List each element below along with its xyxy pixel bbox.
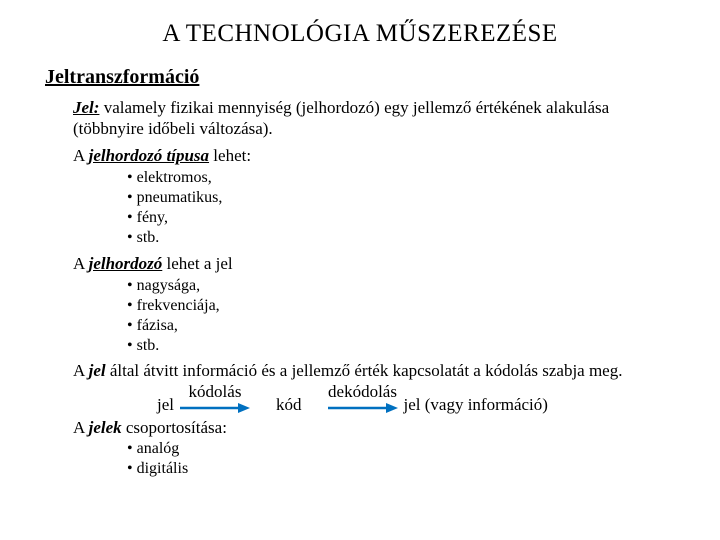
list-item: analóg [127,439,675,459]
flow-label-kodolas: kódolás [189,383,242,402]
definition-term: Jel: [73,98,99,117]
definition-text: valamely fizikai mennyiség (jelhordozó) … [73,98,609,138]
list-item: frekvenciája, [127,296,675,316]
list-item: pneumatikus, [127,188,675,208]
list-item: nagysága, [127,276,675,296]
page-title: A TECHNOLÓGIA MŰSZEREZÉSE [45,20,675,48]
coding-lead: A [73,361,89,380]
coding-tail: által átvitt információ és a jellemző ér… [106,361,623,380]
carrier-signal-list: nagysága, frekvenciája, fázisa, stb. [127,276,675,356]
definition-block: Jel: valamely fizikai mennyiség (jelhord… [73,97,675,140]
list-item: digitális [127,459,675,479]
flow-node-kod: kód [276,395,302,415]
flow-node-jel-info: jel (vagy információ) [404,395,548,415]
arrow-icon [180,401,250,415]
list-item: stb. [127,228,675,248]
grouping-tail: csoportosítása: [122,418,227,437]
coding-emph: jel [89,361,106,380]
carrier-type-list: elektromos, pneumatikus, fény, stb. [127,168,675,248]
coding-flow: jel kódolás kód dekódolás jel (vagy info… [73,383,675,416]
carrier-type-tail: lehet: [209,146,251,165]
list-item: stb. [127,336,675,356]
flow-node-jel: jel [157,395,174,415]
grouping-heading: A jelek csoportosítása: [73,417,675,438]
grouping-lead: A [73,418,89,437]
grouping-list: analóg digitális [127,439,675,479]
carrier-type-heading: A jelhordozó típusa lehet: [73,146,675,166]
section-heading: Jeltranszformáció [45,66,675,89]
list-item: fázisa, [127,316,675,336]
grouping-emph: jelek [89,418,122,437]
carrier-signal-lead: A [73,254,89,273]
list-item: elektromos, [127,168,675,188]
carrier-type-lead: A [73,146,89,165]
list-item: fény, [127,208,675,228]
carrier-type-emph: jelhordozó típusa [89,146,209,165]
carrier-signal-heading: A jelhordozó lehet a jel [73,254,675,274]
carrier-signal-tail: lehet a jel [162,254,232,273]
carrier-signal-emph: jelhordozó [89,254,163,273]
arrow-icon [328,401,398,415]
flow-label-dekodolas: dekódolás [328,383,397,402]
coding-paragraph: A jel által átvitt információ és a jelle… [73,360,675,381]
